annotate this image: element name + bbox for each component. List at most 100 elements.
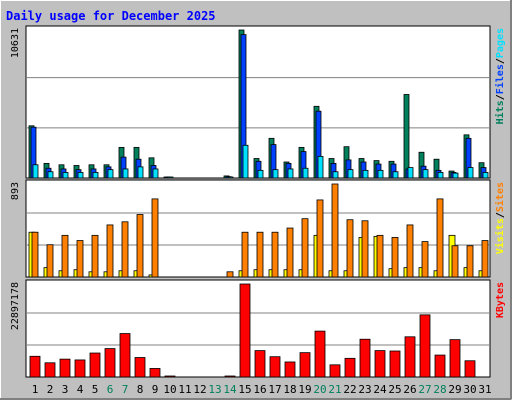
bar-kbytes-day-3 [59, 358, 71, 378]
day-label-1: 1 [32, 383, 39, 396]
day-label-12: 12 [193, 383, 206, 396]
panel-top-frame [25, 25, 491, 179]
bar-hits-day-26 [403, 94, 410, 179]
panel-middle-legend: Visits/Sites [494, 182, 506, 254]
bar-kbytes-day-9 [149, 368, 161, 378]
day-label-17: 17 [268, 383, 281, 396]
bar-kbytes-day-28 [434, 354, 446, 378]
day-label-9: 9 [152, 383, 159, 396]
day-label-20: 20 [313, 383, 326, 396]
day-label-27: 27 [418, 383, 431, 396]
x-axis-day-labels: 1 2 3 4 5 6 7 8 9 10 11 12 13 14 15 16 17 18 19 20 21 22 23 24 2… [32, 383, 492, 396]
bar-sites-day-2 [46, 244, 54, 278]
bar-sites-day-31 [481, 240, 489, 278]
day-label-10: 10 [163, 383, 176, 396]
bar-pages-day-17 [272, 169, 279, 179]
panel-middle-max-label: 893 [10, 182, 21, 200]
bar-sites-day-19 [301, 218, 309, 278]
bar-pages-day-19 [302, 167, 309, 179]
bar-sites-day-22 [346, 219, 354, 278]
bar-sites-day-15 [241, 231, 249, 278]
day-label-2: 2 [47, 383, 54, 396]
bar-pages-day-22 [347, 169, 354, 179]
bar-pages-day-15 [242, 144, 249, 179]
bar-sites-day-21 [331, 183, 339, 278]
bar-kbytes-day-24 [374, 350, 386, 378]
day-label-30: 30 [463, 383, 476, 396]
bar-pages-day-7 [122, 168, 129, 179]
bar-pages-day-8 [137, 166, 144, 179]
day-label-3: 3 [62, 383, 69, 396]
bar-kbytes-day-20 [314, 330, 326, 378]
bar-sites-day-17 [271, 231, 279, 278]
legend-item-0: Sites [494, 182, 506, 212]
bar-kbytes-day-19 [299, 352, 311, 378]
day-label-29: 29 [448, 383, 461, 396]
bar-pages-day-6 [107, 169, 114, 179]
day-label-28: 28 [433, 383, 446, 396]
panel-top-max-label: 10631 [10, 28, 21, 58]
day-label-21: 21 [328, 383, 341, 396]
bar-kbytes-day-21 [329, 364, 341, 378]
bar-kbytes-day-1 [29, 355, 41, 378]
bar-pages-day-23 [362, 169, 369, 179]
legend-item-4: Hits [494, 100, 506, 124]
bar-kbytes-day-14 [224, 375, 236, 378]
bar-kbytes-day-29 [449, 339, 461, 378]
bar-kbytes-day-6 [104, 348, 116, 378]
day-label-22: 22 [343, 383, 356, 396]
day-label-24: 24 [373, 383, 387, 396]
legend-item-1: / [495, 212, 506, 218]
bar-sites-day-28 [436, 198, 444, 278]
panel-middle: 893 Visits/Sites [10, 179, 506, 278]
panel-bottom-max-label: 22897178 [10, 282, 21, 330]
bar-pages-day-16 [257, 169, 264, 179]
bar-sites-day-8 [136, 214, 144, 278]
day-label-25: 25 [388, 383, 401, 396]
legend-item-2: Files [494, 64, 506, 94]
bar-sites-day-1 [31, 231, 39, 278]
day-label-15: 15 [238, 383, 251, 396]
bar-pages-day-14 [227, 176, 234, 179]
bar-kbytes-day-15 [239, 283, 251, 378]
bar-kbytes-day-8 [134, 357, 146, 378]
day-label-16: 16 [253, 383, 266, 396]
chart-panels: 10631Hits/Files/Pages893Visits/Sites2289… [10, 25, 506, 378]
bar-pages-day-28 [437, 172, 444, 179]
panel-bottom: 22897178 KBytes [10, 279, 506, 378]
bar-pages-day-9 [152, 168, 159, 179]
legend-item-0: KBytes [495, 282, 506, 318]
bar-kbytes-day-17 [269, 356, 281, 378]
bar-kbytes-day-7 [119, 333, 131, 378]
bar-sites-day-27 [421, 241, 429, 278]
bar-sites-day-14 [226, 271, 234, 278]
bar-kbytes-day-2 [44, 362, 56, 378]
bar-pages-day-18 [287, 168, 294, 179]
bar-sites-day-7 [121, 221, 129, 278]
bar-sites-day-30 [466, 245, 474, 278]
legend-item-0: Pages [495, 28, 506, 58]
day-label-6: 6 [107, 383, 114, 396]
bar-sites-day-29 [451, 245, 459, 278]
bar-sites-day-23 [361, 220, 369, 278]
bar-pages-day-31 [482, 172, 489, 179]
bar-kbytes-day-4 [74, 359, 86, 378]
bar-pages-day-4 [77, 172, 84, 179]
bar-pages-day-29 [452, 172, 459, 179]
bar-sites-day-4 [76, 240, 84, 278]
bar-sites-day-16 [256, 231, 264, 278]
bar-kbytes-day-18 [284, 361, 296, 378]
day-label-5: 5 [92, 383, 99, 396]
chart-title: Daily usage for December 2025 [6, 9, 216, 23]
bar-pages-day-27 [422, 169, 429, 179]
legend-item-3: / [495, 94, 506, 100]
legend-item-2: Visits [494, 218, 506, 254]
bar-kbytes-day-5 [89, 352, 101, 378]
day-label-14: 14 [223, 383, 237, 396]
bar-sites-day-25 [391, 237, 399, 278]
bar-pages-day-2 [47, 171, 54, 179]
day-label-11: 11 [178, 383, 191, 396]
bar-pages-day-20 [317, 156, 324, 179]
